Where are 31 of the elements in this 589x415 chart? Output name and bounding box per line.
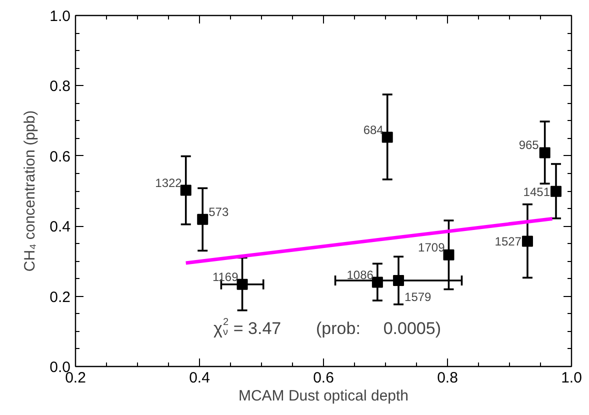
- annotation: 684: [363, 122, 384, 137]
- annotation: 965: [518, 138, 540, 152]
- x-axis-title: MCAM Dust optical depth: [238, 388, 409, 404]
- x-tick-label: 0.4: [189, 370, 210, 386]
- point: [443, 249, 454, 260]
- point: [550, 186, 562, 197]
- annotation: 573: [208, 204, 229, 219]
- annotation: 1709: [418, 240, 446, 254]
- y-tick-label: 0.8: [50, 78, 71, 96]
- y-tick-label: 1.0: [50, 8, 71, 25]
- y-tick-label: 0.2: [50, 288, 71, 306]
- y-tick-label: 0.6: [50, 148, 71, 166]
- point: [382, 132, 393, 143]
- point: [522, 236, 533, 247]
- annotation: 1086: [346, 268, 374, 282]
- point: [197, 214, 208, 225]
- y-tick-label: 0.4: [50, 218, 71, 236]
- x-tick-label: 0.8: [437, 370, 458, 386]
- annotation: 1579: [404, 290, 432, 304]
- point: [236, 278, 248, 290]
- y-axis-title: CH₄ concentration (ppb): [22, 110, 39, 272]
- annotation: 1322: [155, 176, 182, 190]
- point: [180, 184, 192, 196]
- x-tick-label: 1.0: [561, 370, 582, 386]
- annotation: 1527: [494, 234, 522, 249]
- annotation: 1451: [523, 184, 550, 199]
- point: [372, 276, 383, 288]
- annotation: 1169: [212, 270, 239, 284]
- x-tick-label: 0.6: [313, 370, 334, 386]
- point: [393, 275, 404, 286]
- point: [539, 147, 550, 158]
